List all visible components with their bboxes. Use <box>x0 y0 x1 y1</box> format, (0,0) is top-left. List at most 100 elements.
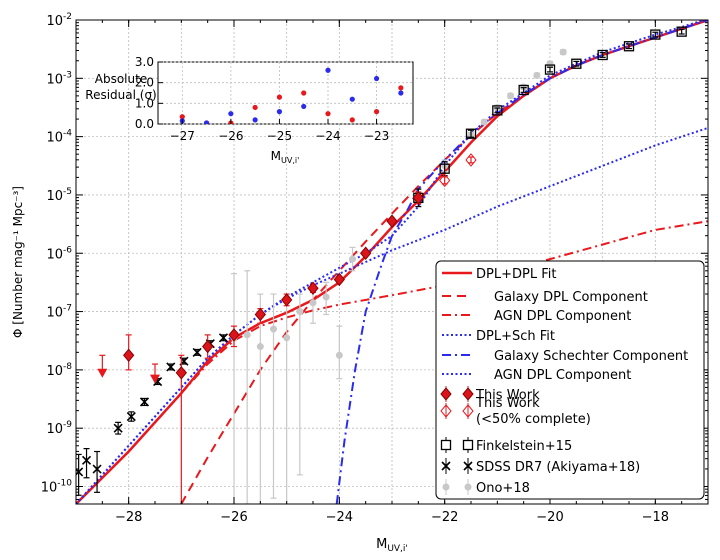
inset-ylabel-line2: Residual (σ) <box>85 88 156 102</box>
inset-point <box>325 111 331 117</box>
inset-point <box>301 103 307 110</box>
inset-point <box>349 117 355 123</box>
ono-point <box>507 92 514 100</box>
x-axis: −28 −26 −24 −22 −20 −18 <box>75 20 709 525</box>
this_work-point <box>123 348 135 363</box>
sdss-point <box>218 333 229 343</box>
sdss-point <box>92 464 102 474</box>
sdss-point <box>81 455 92 465</box>
legend-label-this_work_inc-line2: (<50% complete) <box>476 412 591 427</box>
legend-label-sch_fit: DPL+Sch Fit <box>476 329 555 344</box>
legend-marker-sdss <box>441 461 451 471</box>
this_work-point <box>202 339 214 354</box>
ono-point <box>283 334 291 342</box>
legend-label-agn_sch: AGN DPL Component <box>494 368 631 383</box>
this_work_inc-point <box>465 153 477 167</box>
inset-y-tick-label: 3.0 <box>135 55 154 69</box>
inset-point <box>325 67 331 73</box>
legend-marker-this_work <box>462 387 474 401</box>
inset-point <box>398 90 404 96</box>
legend-label-dpl_fit: DPL+DPL Fit <box>476 267 556 282</box>
inset-grid <box>158 61 413 125</box>
finkelstein-point <box>544 64 556 75</box>
this_work-point <box>281 293 293 307</box>
inset-x-tick-label: −25 <box>267 129 292 143</box>
inset-y-tick-label: 2.0 <box>135 76 154 90</box>
legend-label-finkelstein: Finkelstein+15 <box>476 439 572 454</box>
inset-ylabel-line1: Absolute <box>95 72 147 86</box>
y-tick-label: 10-3 <box>46 70 72 87</box>
inset-point <box>276 109 283 115</box>
this_work-point <box>360 246 372 261</box>
legend-label-sdss: SDSS DR7 (Akiyama+18) <box>476 460 640 475</box>
ono-point <box>533 71 541 79</box>
ono-point <box>322 293 330 301</box>
finkelstein-point <box>518 84 529 96</box>
inset-y-tick-label: 0.0 <box>135 117 154 131</box>
y-tick-label: 10-8 <box>46 362 72 379</box>
x-tick-label: −24 <box>326 510 353 525</box>
this_work_ul-point <box>97 368 108 378</box>
x-tick-label: −28 <box>115 510 142 525</box>
inset-point <box>252 104 258 111</box>
finkelstein-point <box>439 163 450 174</box>
inset-point <box>228 111 234 117</box>
inset-point <box>373 109 380 115</box>
data-markers <box>76 26 687 504</box>
ono-point <box>270 325 277 333</box>
inset-frame <box>157 61 414 125</box>
legend-label-gal_dpl: Galaxy DPL Component <box>494 290 648 305</box>
legend-marker-this_work <box>440 387 452 401</box>
legend: DPL+DPL Fit Galaxy DPL Component AGN DPL C… <box>435 260 705 500</box>
inset-point <box>301 90 307 96</box>
sdss-point <box>76 467 84 477</box>
inset-point <box>373 75 380 82</box>
ono-point <box>546 60 554 68</box>
legend-label-this_work_inc: This Work <box>475 396 540 411</box>
x-tick-label: −20 <box>536 510 563 525</box>
finkelstein-point <box>571 58 582 69</box>
y-tick-label: 10-9 <box>46 420 72 437</box>
inset-point <box>349 96 355 102</box>
legend-label-gal_sch: Galaxy Schechter Component <box>494 349 688 364</box>
finkelstein-point <box>650 29 661 40</box>
this_work-point <box>333 272 345 287</box>
legend-label-this_work: This Work <box>475 388 540 403</box>
residual-inset: −27 −26 −25 −24 −23 0.0 1.0 2.0 3.0 Absolute Res… <box>85 55 414 165</box>
inset-x-tick-label: −23 <box>364 129 389 143</box>
legend-label-ono: Ono+18 <box>476 481 530 496</box>
ono-point <box>296 308 304 316</box>
y-tick-label: 10-2 <box>46 12 72 29</box>
y-tick-label: 10-5 <box>46 187 72 204</box>
this_work-point <box>386 214 398 228</box>
inset-point <box>276 94 283 100</box>
legend-marker-ono <box>464 483 472 491</box>
finkelstein-point <box>465 128 477 139</box>
legend-marker-sdss <box>463 461 473 471</box>
legend-label-agn_dpl: AGN DPL Component <box>494 309 631 324</box>
ono-point <box>559 48 567 56</box>
this_work-point <box>412 191 424 205</box>
inset-x-tick-label: −26 <box>218 129 243 143</box>
ono-point <box>256 343 264 351</box>
x-axis-label: MUV,i' <box>376 537 408 554</box>
x-tick-label: −18 <box>642 510 669 525</box>
ono-point <box>349 255 356 263</box>
finkelstein-point <box>492 105 503 116</box>
legend-box <box>435 260 705 500</box>
inset-point <box>179 114 185 120</box>
legend-marker-finkelstein <box>440 439 452 451</box>
inset-point <box>203 120 210 124</box>
this_work_ul-point <box>150 374 160 384</box>
finkelstein-point <box>597 49 608 61</box>
x-tick-label: −26 <box>220 510 247 525</box>
y-tick-label: 10-10 <box>41 479 73 496</box>
inset-point <box>398 85 404 91</box>
legend-marker-this_work_inc <box>440 404 452 418</box>
legend-marker-finkelstein <box>462 439 474 451</box>
ono-point <box>335 351 343 359</box>
finkelstein-point <box>623 41 635 52</box>
inset-axes: −27 −26 −25 −24 −23 0.0 1.0 2.0 3.0 <box>135 55 389 143</box>
sdss-point <box>126 411 136 422</box>
